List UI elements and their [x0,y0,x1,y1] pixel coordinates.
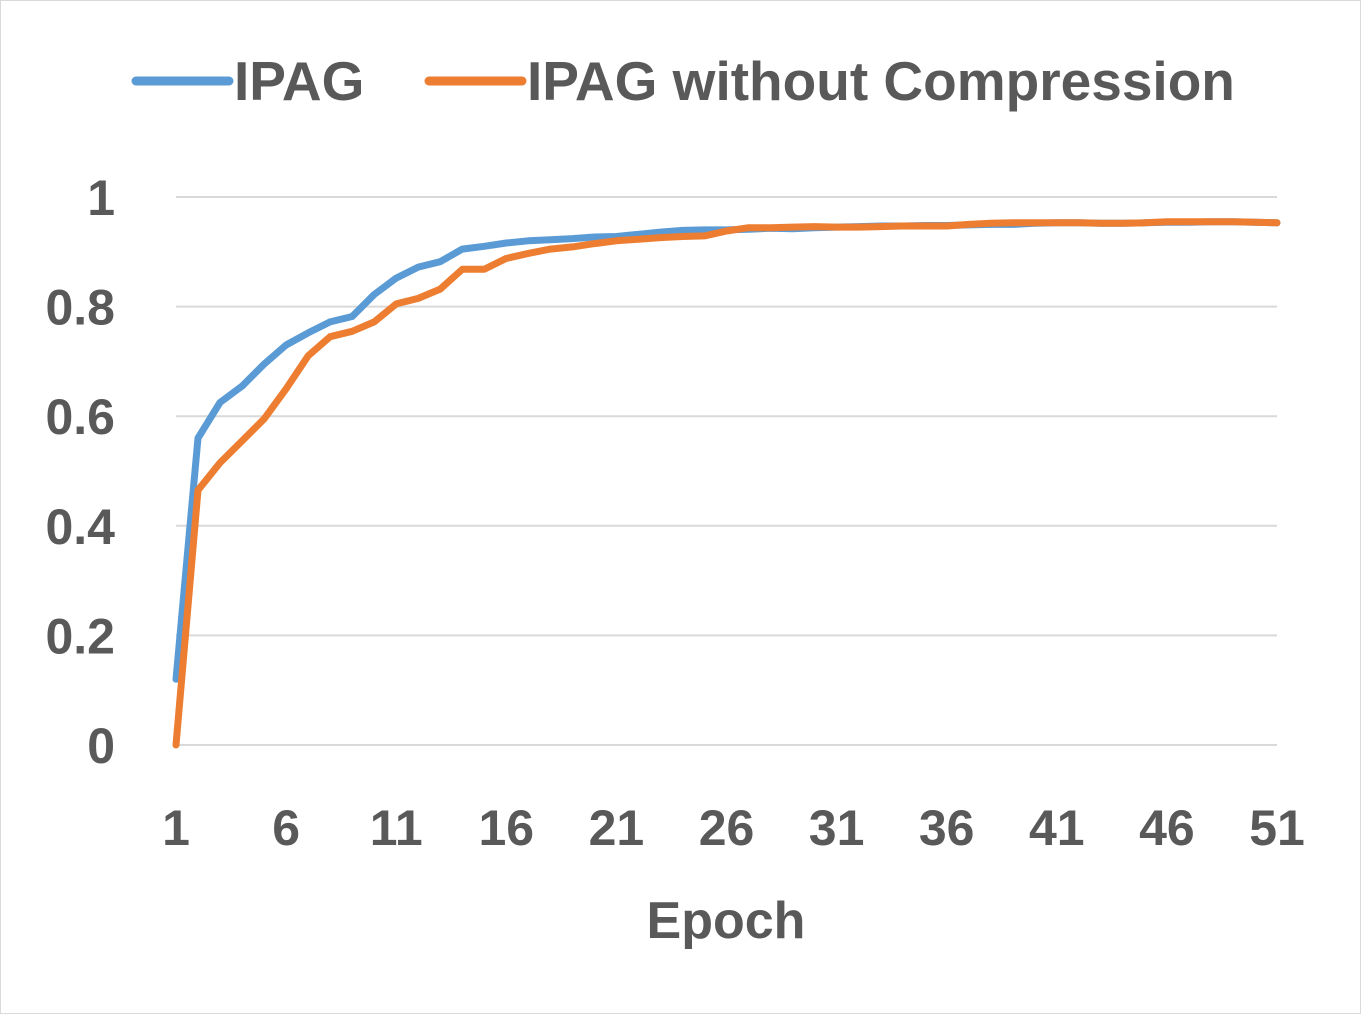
x-tick-label: 1 [162,800,190,856]
x-tick-label: 31 [809,800,865,856]
x-tick-label: 26 [699,800,755,856]
series-lines [172,218,1281,749]
x-tick-label: 6 [272,800,300,856]
y-tick-label: 0.8 [45,280,115,336]
x-tick-label: 16 [478,800,534,856]
x-tick-label: 51 [1249,800,1305,856]
y-tick-label: 0.6 [45,389,115,445]
x-tick-label: 36 [919,800,975,856]
y-tick-label: 0.2 [45,608,115,664]
x-tick-label: 46 [1139,800,1195,856]
x-tick-label: 11 [370,800,423,856]
y-tick-label: 0 [87,718,115,774]
x-tick-label: 41 [1029,800,1085,856]
gridlines [176,196,1277,746]
x-axis-tick-labels: 1 6 11 16 21 26 31 36 41 46 51 [162,800,1305,856]
legend: IPAG IPAG without Compression [131,50,1235,112]
series-line-ipag [172,218,1281,683]
legend-label-ipag-without-compression: IPAG without Compression [527,50,1235,112]
y-tick-label: 0.4 [45,499,115,555]
x-tick-label: 21 [589,800,645,856]
x-axis-label: Epoch [647,892,806,950]
legend-label-ipag: IPAG [234,50,364,112]
y-axis-tick-labels: 0 0.2 0.4 0.6 0.8 1 [45,170,115,774]
y-tick-label: 1 [87,170,115,226]
series-line-ipag-without-compression [172,218,1281,749]
